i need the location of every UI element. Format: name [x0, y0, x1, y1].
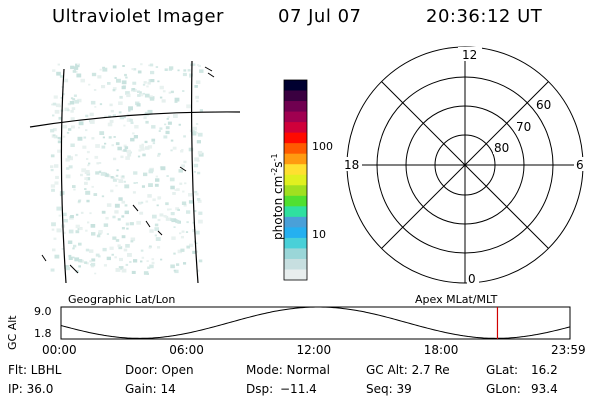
polar-plot: 12 18 6 0 60 70 80 [342, 46, 588, 286]
lon-line-left [60, 68, 67, 284]
colorbar-tick-10: 10 [312, 228, 326, 241]
colorbar-segment [284, 111, 307, 123]
colorbar-segment [284, 195, 307, 207]
colorbar-segment [284, 258, 307, 270]
mlt-label-12: 12 [462, 48, 477, 62]
colorbar-label-exp2: -1 [270, 153, 279, 162]
time-label: 20:36:12 UT [426, 6, 543, 27]
image-speckle [50, 63, 204, 275]
date-label: 07 Jul 07 [278, 6, 362, 27]
lat-line [29, 111, 241, 128]
polar-diagonal [381, 81, 549, 249]
mode-label: Mode: Normal [246, 363, 330, 377]
apex-caption: Apex MLat/MLT [415, 293, 498, 306]
gc-alt-label: GC Alt: 2.7 Re [366, 363, 450, 377]
dsp-value: −11.4 [280, 382, 317, 396]
instrument-title: Ultraviolet Imager [52, 6, 224, 27]
colorbar-segment [284, 185, 307, 197]
colorbar-segment [284, 80, 307, 92]
glon-label: GLon: [486, 382, 521, 396]
mlt-label-6: 6 [576, 158, 584, 172]
orbit-xtick: 00:00 [42, 343, 77, 357]
orbit-xtick: 23:59 [551, 343, 586, 357]
altitude-curve [60, 306, 571, 339]
colorbar-segment [284, 216, 307, 228]
colorbar-segment [284, 153, 307, 165]
colorbar-segment [284, 122, 307, 134]
lat-label-70: 70 [516, 120, 531, 134]
colorbar-segment [284, 174, 307, 186]
coastline-fragment [132, 204, 151, 228]
coastline-fragment [41, 254, 79, 274]
ip-label: IP: 36.0 [8, 382, 54, 396]
orbit-altitude-plot [60, 306, 571, 340]
colorbar-label-s: s [271, 161, 285, 168]
colorbar-segment [284, 237, 307, 249]
orbit-ymin: 1.8 [34, 327, 52, 340]
seq-label: Seq: 39 [366, 382, 412, 396]
coastline-fragment [157, 230, 163, 236]
colorbar-segment [284, 269, 307, 281]
colorbar-segment [284, 164, 307, 176]
mlt-label-0: 0 [468, 272, 476, 286]
colorbar-segment [284, 132, 307, 144]
colorbar-label-main: photon cm [271, 175, 285, 240]
colorbar-segment [284, 206, 307, 218]
colorbar-segment [284, 248, 307, 260]
colorbar-segment [284, 90, 307, 102]
glat-label: GLat: [486, 363, 519, 377]
coastline-fragment [179, 166, 187, 172]
lat-label-60: 60 [536, 98, 551, 112]
coastline-fragment [204, 66, 215, 78]
colorbar-segment [284, 101, 307, 113]
filter-label: Flt: LBHL [8, 363, 62, 377]
orbit-xtick: 12:00 [296, 343, 332, 357]
geographic-caption: Geographic Lat/Lon [68, 293, 176, 306]
lon-line-right [191, 60, 199, 284]
colorbar-segment [284, 143, 307, 155]
glon-value: 93.4 [531, 382, 558, 396]
orbit-ylabel: GC Alt [6, 315, 19, 350]
colorbar-segment [284, 227, 307, 239]
mlt-label-18: 18 [344, 158, 359, 172]
orbit-ymax: 9.0 [34, 305, 52, 318]
colorbar-label-exp1: -2 [270, 167, 279, 176]
colorbar-axis-label: photon cm-2s-1 [270, 153, 285, 240]
gain-label: Gain: 14 [125, 382, 176, 396]
geographic-image-panel [29, 60, 241, 284]
colorbar-tick-100: 100 [312, 140, 333, 153]
color-bar [283, 79, 308, 281]
dsp-label: Dsp: [246, 382, 274, 396]
door-label: Door: Open [125, 363, 194, 377]
lat-label-80: 80 [494, 141, 509, 155]
orbit-xtick: 06:00 [169, 343, 204, 357]
glat-value: 16.2 [531, 363, 558, 377]
orbit-xtick: 18:00 [423, 343, 459, 357]
